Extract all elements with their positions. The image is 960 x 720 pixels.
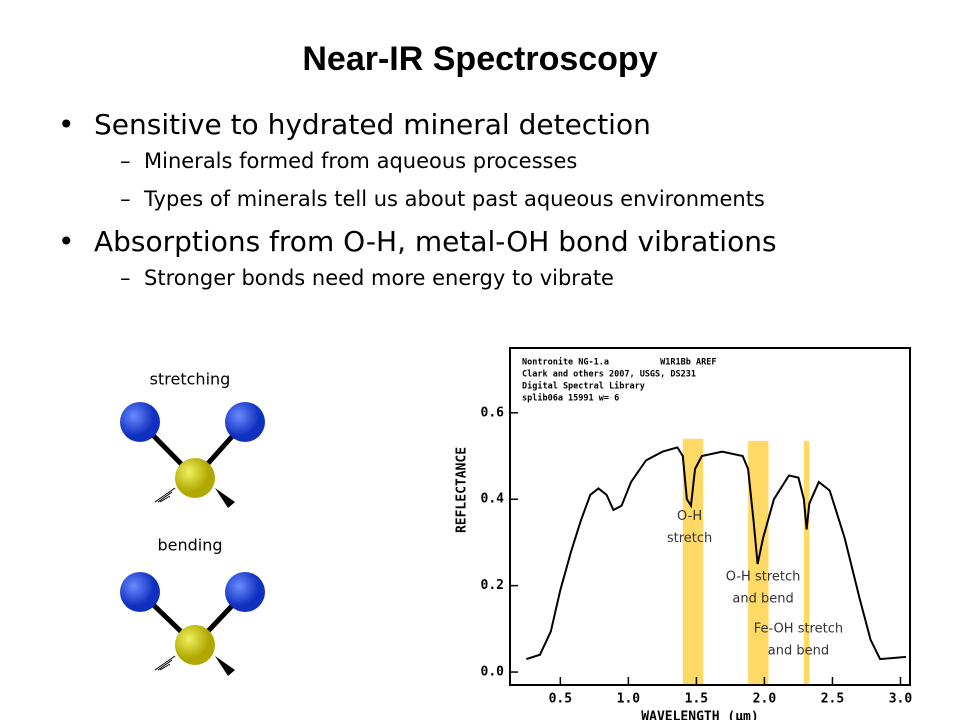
bullet: Sensitive to hydrated mineral detection [58, 108, 938, 141]
y-tick-label: 0.0 [481, 665, 505, 680]
sub-bullet: Stronger bonds need more energy to vibra… [120, 266, 938, 290]
spectrum-line [526, 446, 907, 661]
bullet: Absorptions from O-H, metal-OH bond vibr… [58, 225, 938, 258]
sub-bullet: Minerals formed from aqueous processes [120, 149, 938, 173]
x-tick-label: 1.5 [685, 692, 708, 707]
absorption-band [682, 438, 704, 685]
x-tick-label: 2.0 [753, 692, 777, 707]
molecule [120, 572, 265, 676]
annotation: and bend [768, 643, 829, 658]
y-tick-label: 0.4 [481, 492, 505, 507]
y-axis-label: REFLECTANCE [455, 447, 470, 533]
x-tick-label: 2.5 [821, 692, 844, 707]
y-tick-label: 0.2 [481, 578, 504, 593]
x-tick-label: 0.5 [549, 692, 572, 707]
annotation: O-H [677, 509, 702, 524]
absorption-band [803, 440, 810, 685]
annotation: and bend [732, 591, 793, 606]
annotation: Fe-OH stretch [754, 621, 843, 636]
molecule-diagram: stretching bending [120, 370, 265, 676]
spectrum-chart: 0.5 1.0 1.5 2.0 2.5 3.0 0.0 0.2 0.4 0.6 WAVELENGTH… [455, 347, 913, 720]
x-axis-label: WAVELENGTH (μm) [641, 710, 758, 720]
plot-frame [509, 347, 911, 686]
annotation: stretch [667, 531, 712, 546]
spectrum-header: splib06a 15991 w= 6 [522, 393, 619, 404]
molecule-label: stretching [150, 370, 231, 389]
molecule-label: bending [157, 536, 222, 555]
slide-title: Near-IR Spectroscopy [302, 40, 658, 78]
bullet-list: Sensitive to hydrated mineral detection M… [58, 108, 938, 304]
spectrum-header: Digital Spectral Library [522, 381, 645, 392]
spectrum-header: Nontronite NG-1.a W1R1Bb AREF [522, 357, 716, 368]
sub-bullet: Types of minerals tell us about past aqu… [120, 187, 938, 211]
molecule [120, 402, 265, 508]
y-tick-label: 0.6 [481, 405, 505, 420]
annotation: O-H stretch [726, 569, 801, 584]
spectrum-header: Clark and others 2007, USGS, DS231 [522, 370, 696, 380]
x-tick-label: 3.0 [889, 692, 913, 707]
x-tick-label: 1.0 [617, 692, 641, 707]
